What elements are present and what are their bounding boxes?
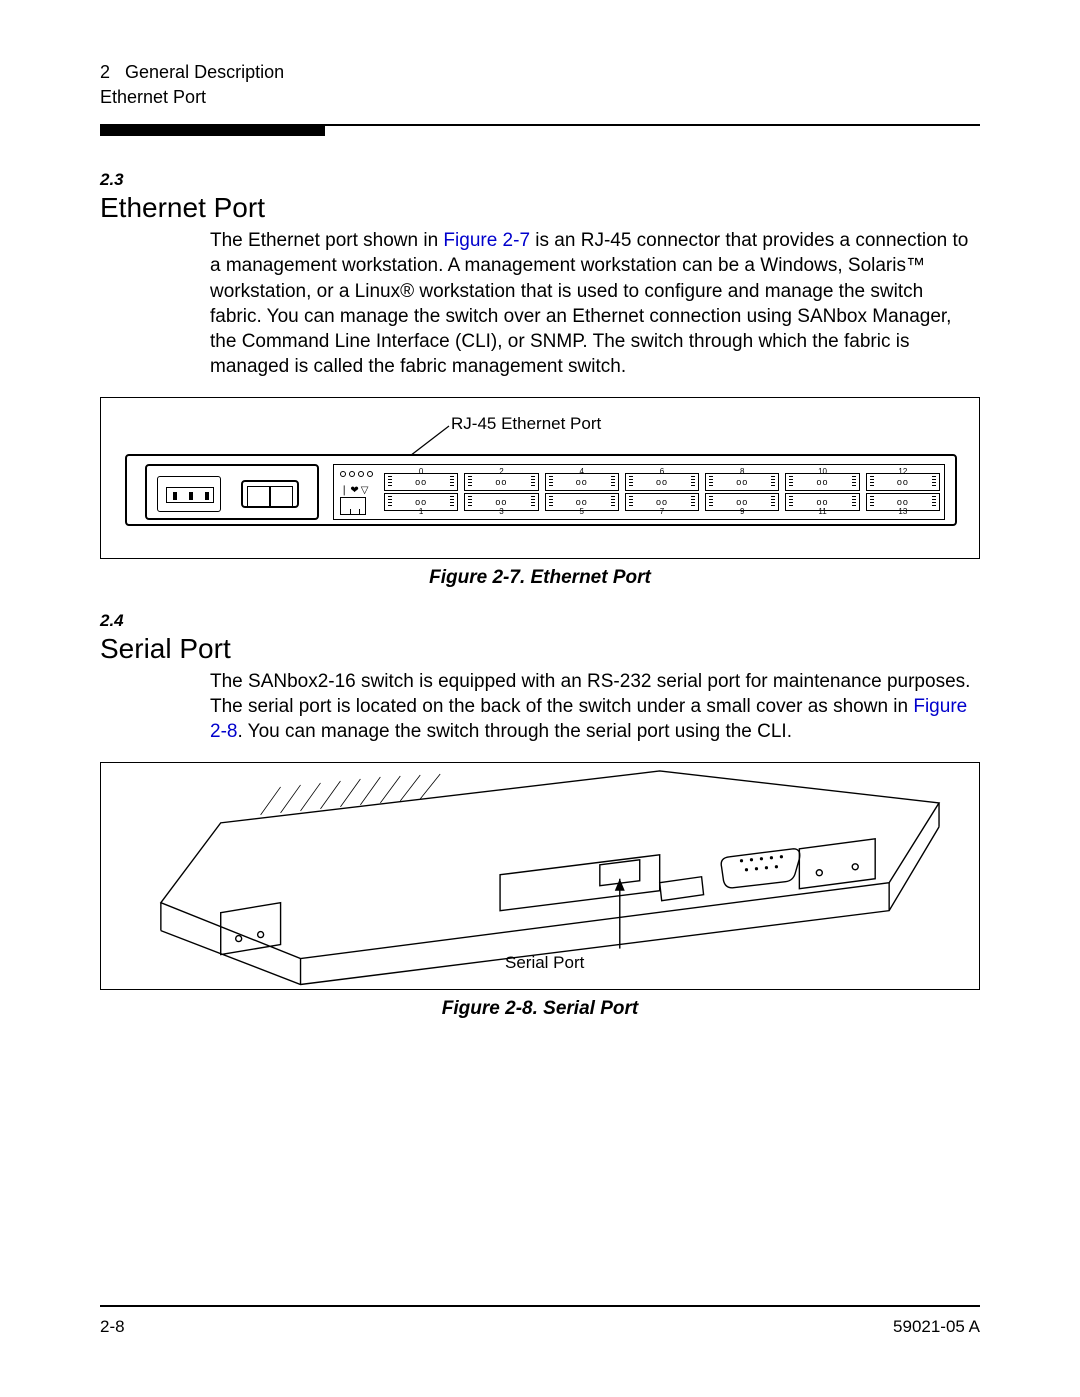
section-number-2-4: 2.4	[100, 611, 980, 631]
header-rule	[100, 124, 980, 142]
figure-2-7-box: RJ-45 Ethernet Port ❘❤▽	[100, 397, 980, 559]
page-footer: 2-8 59021-05 A	[100, 1305, 980, 1337]
section1-body: The Ethernet port shown in Figure 2-7 is…	[210, 228, 980, 378]
section-title-serial-port: Serial Port	[100, 633, 980, 665]
header-chapter-title: General Description	[125, 62, 284, 82]
section-2-4: 2.4 Serial Port The SANbox2-16 switch is…	[100, 611, 980, 744]
figure-2-8-callout: Serial Port	[505, 953, 584, 973]
sfp-port-grid: 0 2 4 6 8 10 12 oo oo oo oo oo oo	[384, 469, 940, 515]
page: 2 General Description Ethernet Port 2.3 …	[0, 0, 1080, 1397]
sfp-port: oo	[384, 473, 458, 491]
footer-rule	[100, 1305, 980, 1307]
sfp-port: oo	[866, 473, 940, 491]
section2-body-pre: The SANbox2-16 switch is equipped with a…	[210, 671, 970, 717]
sfp-port: oo	[545, 473, 619, 491]
section2-body: The SANbox2-16 switch is equipped with a…	[210, 669, 980, 744]
power-supply-module	[145, 464, 319, 520]
section-title-ethernet-port: Ethernet Port	[100, 192, 980, 224]
iec-socket	[166, 487, 214, 503]
iec-pin	[173, 492, 177, 500]
port-num: 9	[705, 507, 779, 517]
port-panel: ❘❤▽ 0 2 4 6 8 10 12 oo oo oo	[333, 464, 945, 520]
figure-2-8-caption: Figure 2-8. Serial Port	[100, 998, 980, 1020]
section1-body-pre: The Ethernet port shown in	[210, 230, 443, 251]
section-number-2-3: 2.3	[100, 170, 980, 190]
figure-2-8-box: Serial Port	[100, 762, 980, 990]
sfp-port: oo	[464, 473, 538, 491]
running-header: 2 General Description Ethernet Port	[100, 60, 980, 110]
section1-body-mid: is an RJ-45 connector that provides a co…	[210, 230, 968, 376]
port-num: 7	[625, 507, 699, 517]
sfp-port: oo	[625, 473, 699, 491]
port-num: 11	[785, 507, 859, 517]
status-icons-row: ❘❤▽	[340, 485, 370, 496]
section2-body-post: . You can manage the switch through the …	[237, 721, 792, 742]
sfp-row-top: oo oo oo oo oo oo oo	[384, 473, 940, 491]
figure-2-7-caption: Figure 2-7. Ethernet Port	[100, 567, 980, 589]
iec-pin	[189, 492, 193, 500]
power-rocker-switch	[241, 480, 299, 508]
header-section-crumb: Ethernet Port	[100, 85, 980, 110]
header-chapter: 2 General Description	[100, 60, 980, 85]
header-chapter-num: 2	[100, 62, 110, 82]
port-num: 13	[866, 507, 940, 517]
sfp-port: oo	[705, 473, 779, 491]
sfp-port: oo	[785, 473, 859, 491]
rj45-ethernet-port	[340, 497, 366, 515]
status-leds	[340, 471, 376, 479]
port-num: 1	[384, 507, 458, 517]
footer-doc-id: 59021-05 A	[893, 1317, 980, 1337]
port-num: 5	[545, 507, 619, 517]
iec-power-inlet	[157, 476, 221, 512]
port-num: 3	[464, 507, 538, 517]
footer-page-number: 2-8	[100, 1317, 125, 1337]
port-numbers-bottom: 1 3 5 7 9 11 13	[384, 507, 940, 517]
iec-pin	[205, 492, 209, 500]
figure-2-7-link[interactable]: Figure 2-7	[443, 230, 530, 251]
switch-chassis-front: ❘❤▽ 0 2 4 6 8 10 12 oo oo oo	[125, 454, 957, 526]
